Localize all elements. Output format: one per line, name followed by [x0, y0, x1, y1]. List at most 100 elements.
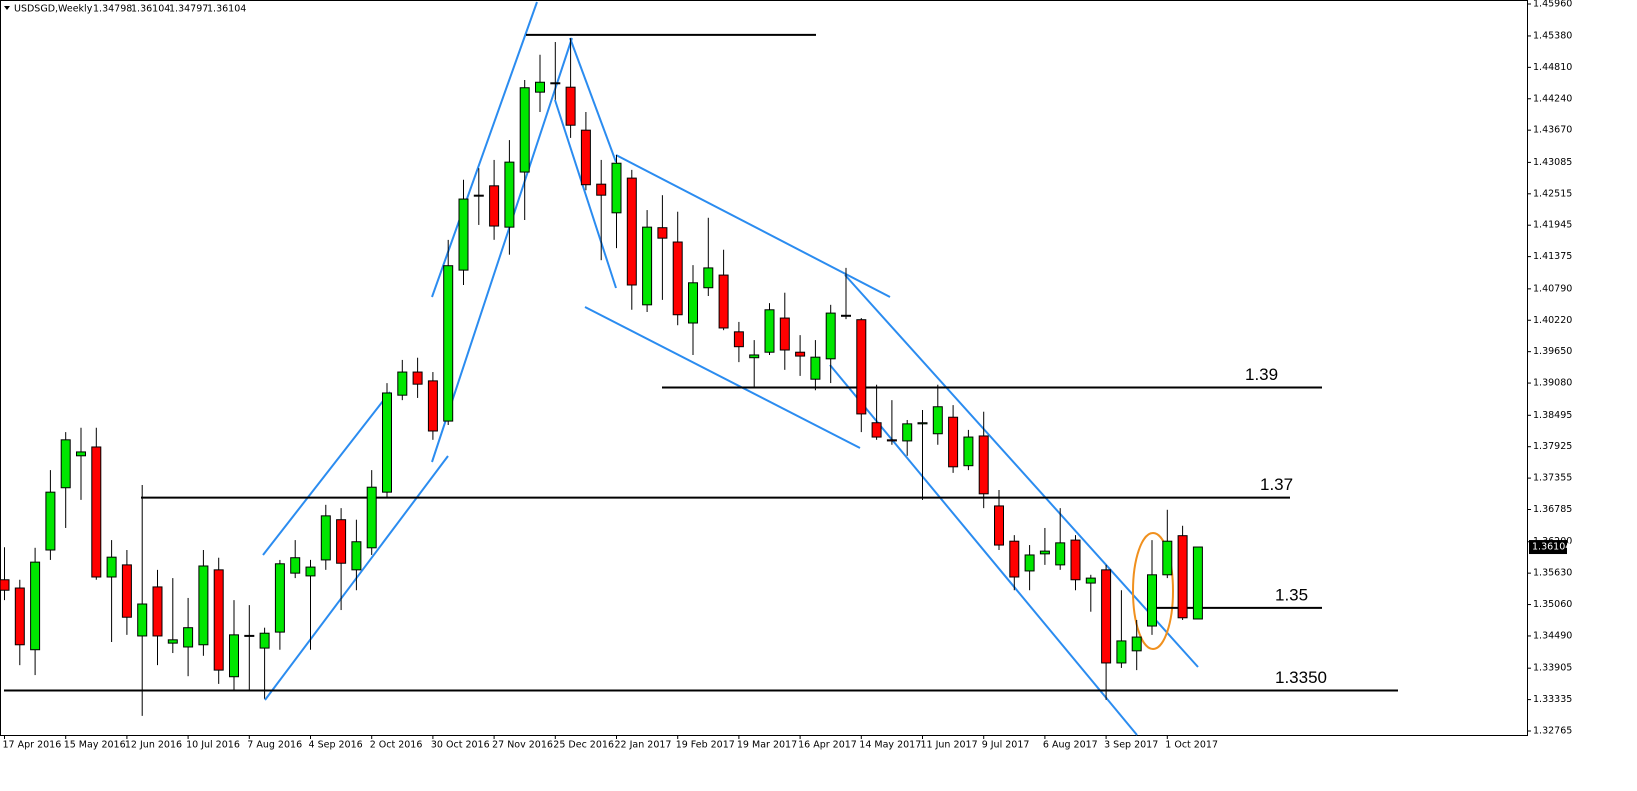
candle-body: [1116, 640, 1127, 664]
candle-body: [106, 556, 117, 578]
y-tick-label: 1.44240: [1533, 93, 1572, 104]
y-tick-label: 1.35060: [1533, 599, 1572, 610]
x-tick-label: 30 Oct 2016: [431, 740, 490, 751]
candle-body: [183, 627, 194, 648]
current-price-label: 1.36104: [1532, 542, 1571, 553]
candle-body: [76, 451, 86, 457]
candle-body: [382, 392, 392, 493]
candle-body: [535, 81, 545, 93]
x-tick-label: 15 May 2016: [64, 740, 126, 751]
x-tick-label: 4 Sep 2016: [309, 740, 363, 751]
candle-body: [1039, 550, 1050, 555]
candle-body: [1147, 574, 1157, 627]
y-tick-label: 1.44810: [1533, 62, 1572, 73]
highlight-ellipse: [1132, 532, 1174, 650]
candle-body: [764, 309, 775, 353]
candle-body: [167, 639, 178, 644]
y-tick-label: 1.34490: [1533, 630, 1572, 641]
candle-body: [994, 505, 1004, 546]
y-tick-label: 1.39650: [1533, 346, 1572, 357]
x-tick-label: 25 Dec 2016: [553, 740, 614, 751]
candle-body: [1009, 540, 1020, 578]
trendline: [615, 154, 891, 298]
candle-body: [718, 274, 729, 329]
candle-body: [336, 519, 347, 564]
candle-body: [244, 634, 255, 637]
y-tick-label: 1.32765: [1533, 726, 1572, 737]
candle-body: [121, 564, 132, 618]
y-tick-label: 1.36785: [1533, 504, 1572, 515]
current-price-box: [1529, 540, 1567, 555]
y-tick-label: 1.37925: [1533, 441, 1572, 452]
symbol-title: USDSGD,Weekly: [14, 4, 93, 15]
candle-body: [259, 632, 270, 649]
y-tick-label: 1.41375: [1533, 251, 1572, 262]
level-label: 1.39: [1245, 365, 1278, 384]
candle-body: [320, 515, 331, 561]
x-tick-label: 9 Jul 2017: [982, 740, 1030, 751]
y-tick-label: 1.45380: [1533, 30, 1572, 41]
y-tick-label: 1.37355: [1533, 473, 1572, 484]
trendline: [262, 391, 391, 556]
candle-body: [427, 380, 438, 432]
candle-body: [932, 406, 943, 435]
candle-body: [473, 194, 484, 197]
candles: [0, 38, 1203, 716]
header-open: 1.34798: [93, 4, 132, 15]
candle-body: [810, 356, 821, 380]
y-tick-label: 1.40220: [1533, 315, 1572, 326]
level-label: 1.35: [1275, 585, 1308, 604]
candle-body: [397, 371, 408, 396]
candle-body: [1070, 539, 1081, 581]
candle-body: [412, 371, 423, 385]
candle-body: [213, 569, 224, 671]
candle-body: [1055, 542, 1066, 566]
trendline: [554, 99, 617, 289]
candle-body: [733, 331, 744, 348]
candle-body: [841, 314, 851, 317]
candle-body: [978, 435, 989, 495]
candle-body: [290, 557, 301, 574]
candle-body: [1192, 546, 1203, 620]
x-tick-label: 2 Oct 2016: [370, 740, 423, 751]
candle-body: [137, 603, 148, 637]
candle-body: [351, 541, 362, 571]
candle-body: [703, 267, 714, 289]
trendline: [431, 37, 573, 463]
candle-body: [91, 446, 102, 578]
candle-body: [749, 354, 760, 359]
trendline: [431, 1, 538, 298]
y-tick-label: 1.43670: [1533, 125, 1572, 136]
header-high: 1.36104: [131, 4, 170, 15]
y-tick-label: 1.35630: [1533, 568, 1572, 579]
candle-body: [14, 587, 25, 646]
x-tick-label: 19 Feb 2017: [676, 740, 735, 751]
y-tick-label: 1.45960: [1533, 0, 1572, 10]
header-low: 1.34797: [169, 4, 208, 15]
y-tick-label: 1.39080: [1533, 378, 1572, 389]
candle-body: [443, 265, 454, 422]
candle-body: [688, 282, 698, 324]
candle-body: [1162, 540, 1173, 576]
candle-body: [917, 422, 928, 425]
candle-body: [1177, 535, 1188, 619]
x-tick-label: 27 Nov 2016: [492, 740, 553, 751]
candle-body: [580, 129, 591, 186]
candle-body: [60, 439, 71, 489]
menu-arrow[interactable]: [4, 6, 10, 10]
y-tick-label: 1.33905: [1533, 663, 1572, 674]
x-tick-label: 17 Apr 2016: [3, 740, 62, 751]
candle-body: [642, 226, 653, 306]
header-close: 1.36104: [207, 4, 246, 15]
candle-body: [1131, 636, 1142, 652]
x-tick-label: 12 Jun 2016: [125, 740, 182, 751]
candle-body: [948, 416, 959, 468]
candle-body: [1085, 577, 1096, 584]
y-tick-label: 1.41945: [1533, 220, 1572, 231]
candle-body: [1101, 569, 1112, 664]
candle-body: [504, 161, 515, 228]
levels: 1.39 1.37 1.35 1.3350: [4, 33, 1398, 692]
trendline: [844, 274, 1199, 668]
level-label: 1.3350: [1275, 668, 1327, 687]
